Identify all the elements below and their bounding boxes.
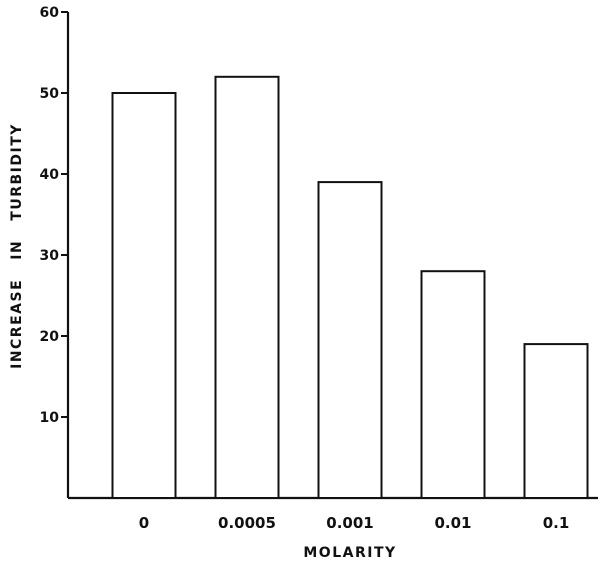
bars (111, 75, 589, 500)
x-tick-labels: 0 0.0005 0.001 0.01 0.1 (139, 514, 570, 532)
y-tick-label: 20 (40, 329, 60, 345)
bar (111, 92, 177, 499)
x-tick-label: 0.0005 (218, 514, 276, 532)
y-tick-label: 10 (40, 410, 60, 426)
bar (317, 181, 383, 499)
y-tick-label: 30 (40, 248, 60, 264)
y-tick-label: 60 (40, 5, 60, 21)
y-ticks: 10 20 30 40 50 60 (40, 5, 68, 426)
bar (420, 270, 486, 500)
x-tick-label: 0 (139, 514, 149, 532)
x-axis-title: MOLARITY (303, 545, 396, 561)
y-tick-label: 40 (40, 167, 60, 183)
y-axis-title: INCREASE IN TURBIDITY (9, 123, 25, 369)
x-tick-label: 0.001 (326, 514, 373, 532)
bar (523, 343, 589, 499)
x-tick-label: 0.01 (434, 514, 471, 532)
bar (214, 75, 280, 500)
x-tick-label: 0.1 (543, 514, 570, 532)
y-tick-label: 50 (40, 86, 60, 102)
